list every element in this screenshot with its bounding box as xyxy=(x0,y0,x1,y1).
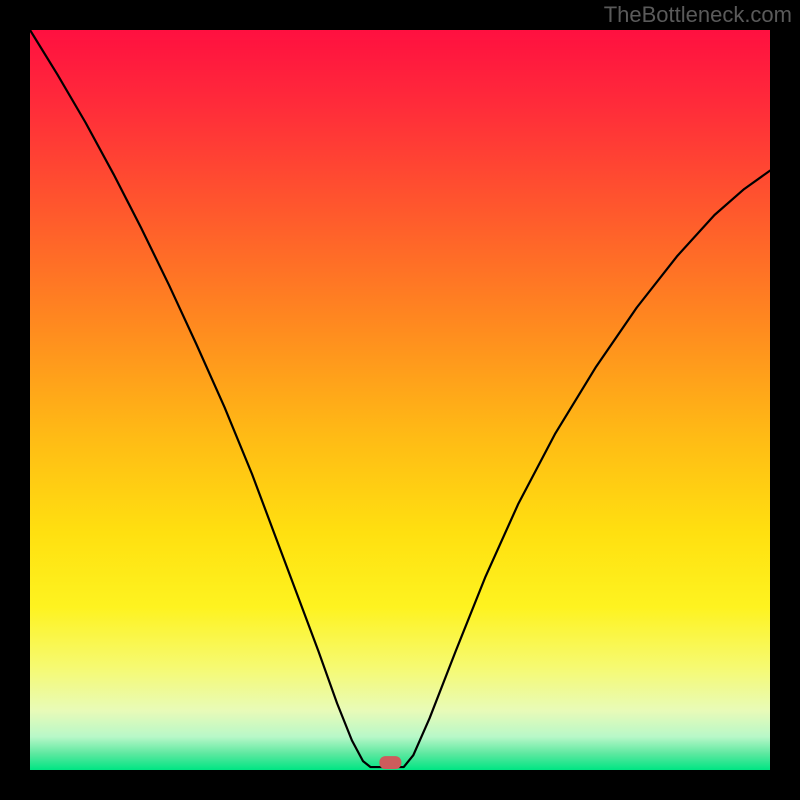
plot-background xyxy=(30,30,770,770)
minimum-marker xyxy=(379,756,401,769)
bottleneck-chart xyxy=(0,0,800,800)
watermark-label: TheBottleneck.com xyxy=(604,2,792,28)
chart-container: TheBottleneck.com xyxy=(0,0,800,800)
